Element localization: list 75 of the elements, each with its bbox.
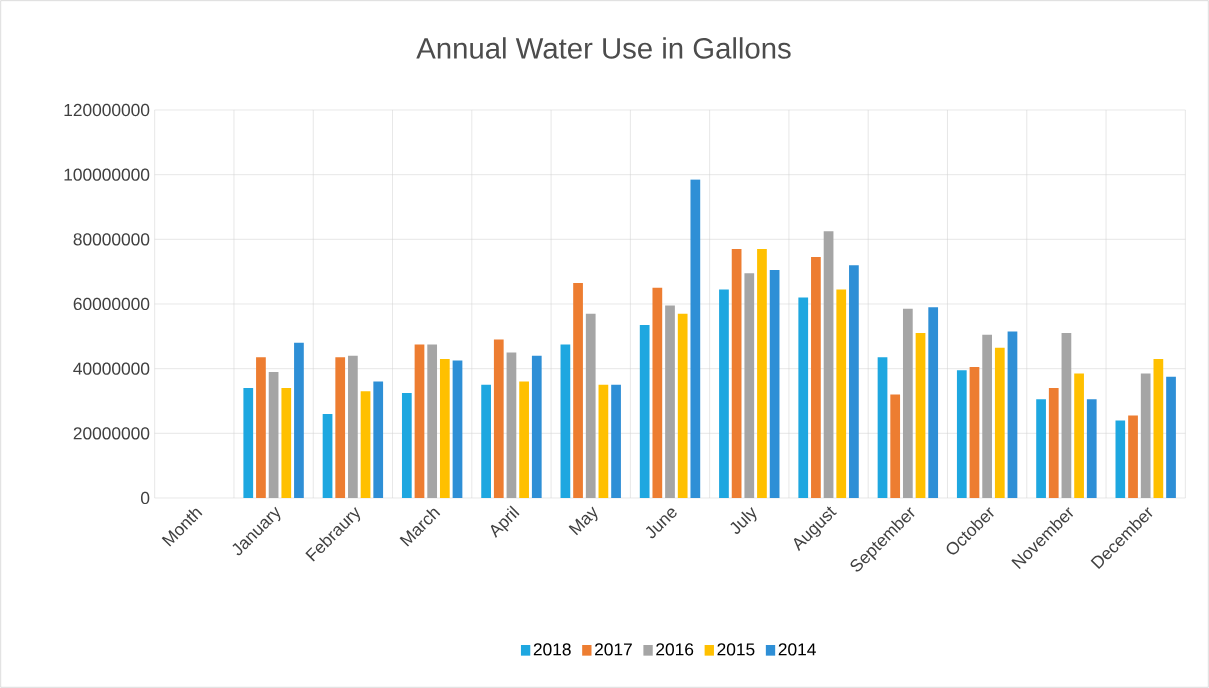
y-tick-label: 100000000 [64, 168, 150, 181]
bar [414, 344, 425, 498]
bar [836, 289, 847, 498]
bar [915, 333, 926, 498]
bar [677, 313, 688, 498]
bar [982, 334, 992, 498]
bar [585, 313, 596, 498]
bar [531, 355, 542, 498]
bar [1153, 358, 1164, 498]
bar [902, 308, 913, 498]
y-tick-label: 80000000 [73, 233, 150, 246]
y-tick-label: 40000000 [73, 362, 150, 375]
bar [890, 394, 901, 498]
legend-label: 2017 [595, 643, 632, 656]
bar [956, 370, 967, 498]
chart-title: Annual Water Use in Gallons [416, 37, 791, 59]
bar [268, 371, 279, 498]
bar [744, 273, 755, 498]
bar [928, 307, 939, 498]
x-tick-label: July [730, 507, 757, 534]
bar [598, 384, 609, 498]
bar [823, 231, 834, 498]
x-tick-label: May [568, 506, 598, 536]
bar [360, 391, 371, 498]
bar [1166, 376, 1176, 498]
bar [452, 360, 463, 498]
bar [665, 305, 675, 498]
bar [798, 297, 809, 498]
bar [877, 357, 888, 498]
bar [373, 381, 384, 498]
bar [573, 282, 583, 498]
bar [652, 287, 663, 498]
bar [322, 413, 333, 498]
bar [1128, 415, 1138, 498]
y-tick-label: 0 [141, 491, 150, 505]
bar [493, 339, 504, 498]
bar [1115, 420, 1126, 498]
bar [1007, 331, 1018, 498]
legend-label: 2016 [656, 643, 694, 656]
y-tick-label: 20000000 [73, 427, 150, 440]
bar [731, 249, 742, 498]
bar [690, 179, 701, 498]
bar [811, 257, 821, 498]
legend-label: 2014 [778, 643, 816, 656]
bar [1074, 373, 1084, 498]
legend-label: 2018 [533, 643, 571, 656]
bar [348, 355, 358, 498]
bar [439, 358, 450, 498]
bar [769, 270, 780, 498]
bar [719, 289, 729, 498]
bar [757, 249, 767, 498]
bar [994, 347, 1005, 498]
bar [1140, 373, 1151, 498]
bar [294, 342, 304, 498]
bar [481, 384, 491, 498]
bar [401, 392, 412, 498]
bar [969, 367, 980, 498]
bar [1048, 388, 1059, 498]
bar [506, 352, 517, 498]
bar [639, 325, 650, 498]
bar [281, 388, 292, 498]
bar [243, 388, 254, 498]
bar [611, 384, 621, 498]
bar [1061, 333, 1072, 498]
bar [427, 344, 438, 498]
bar [335, 357, 346, 498]
bar [1036, 399, 1046, 498]
legend-label: 2015 [717, 643, 755, 656]
bar [560, 344, 571, 498]
bar [1086, 399, 1097, 498]
bar [519, 381, 529, 498]
bar [256, 357, 266, 498]
y-tick-label: 120000000 [64, 103, 150, 117]
bar [849, 265, 859, 498]
y-tick-label: 60000000 [73, 297, 150, 311]
